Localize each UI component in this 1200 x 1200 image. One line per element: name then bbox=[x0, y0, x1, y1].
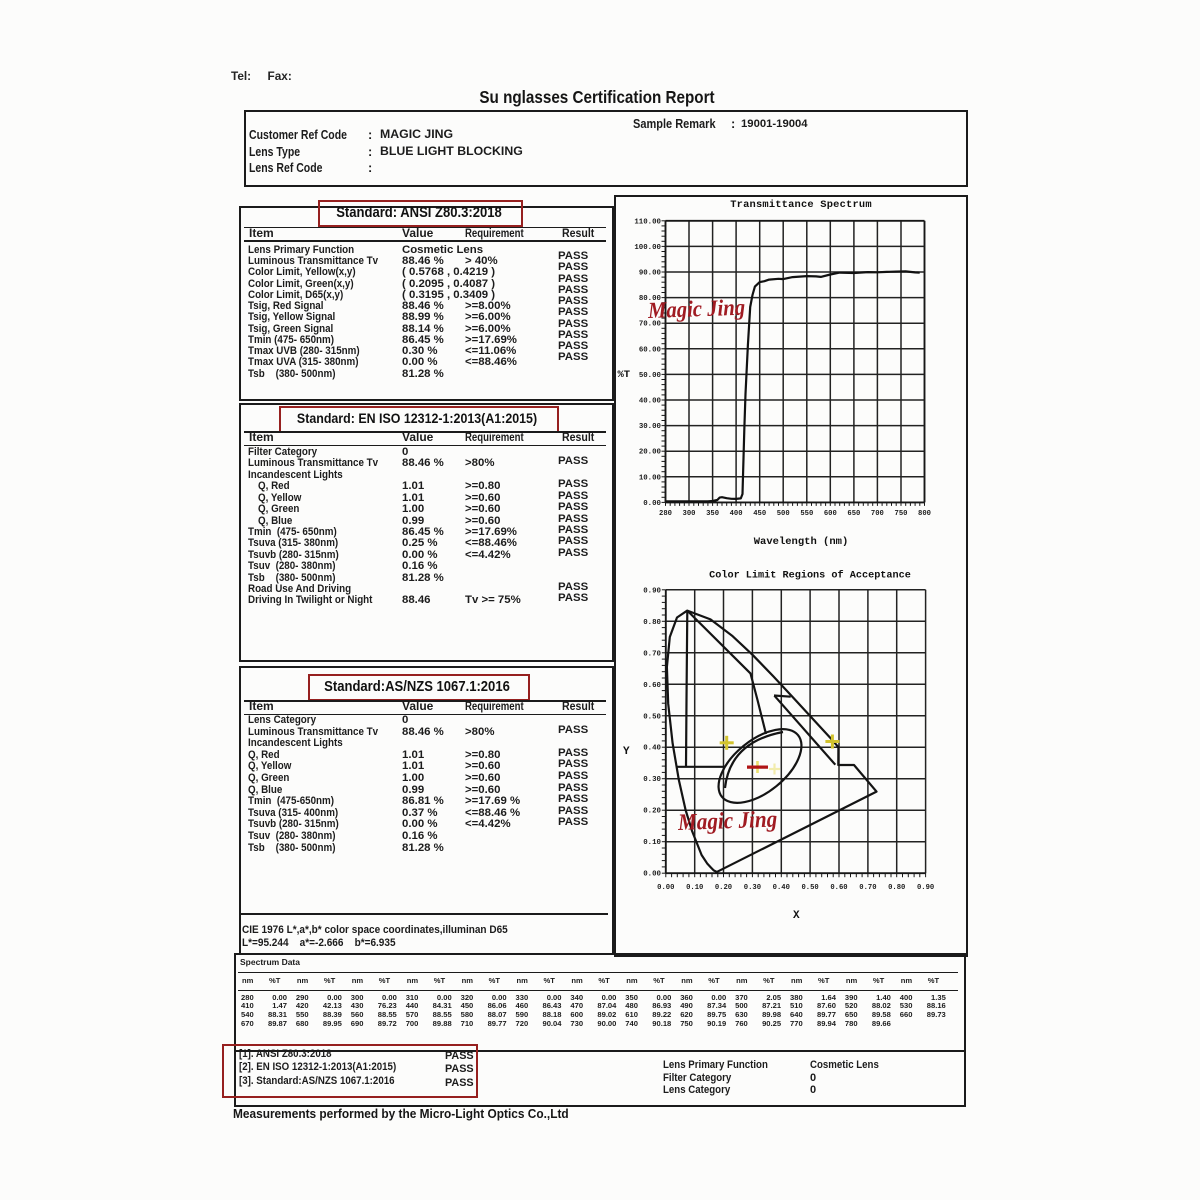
svg-text:280: 280 bbox=[659, 510, 672, 518]
svg-text:Y: Y bbox=[623, 746, 630, 758]
svg-text:0.80: 0.80 bbox=[888, 884, 905, 892]
svg-text:0.90: 0.90 bbox=[643, 587, 661, 595]
svg-text:Transmittance Spectrum: Transmittance Spectrum bbox=[730, 199, 872, 211]
svg-text:0.20: 0.20 bbox=[643, 808, 661, 816]
svg-text:0.30: 0.30 bbox=[643, 776, 661, 784]
svg-text:750: 750 bbox=[895, 510, 908, 518]
svg-text:550: 550 bbox=[800, 510, 813, 518]
svg-text:Color Limit Regions of Accepta: Color Limit Regions of Acceptance bbox=[709, 570, 911, 582]
svg-text:600: 600 bbox=[824, 510, 837, 518]
svg-text:0.20: 0.20 bbox=[715, 884, 732, 892]
svg-text:0.70: 0.70 bbox=[859, 884, 876, 892]
svg-text:0.60: 0.60 bbox=[830, 884, 847, 892]
svg-text:X: X bbox=[793, 910, 800, 922]
svg-text:500: 500 bbox=[777, 510, 790, 518]
svg-text:20.00: 20.00 bbox=[639, 449, 662, 457]
svg-text:700: 700 bbox=[871, 510, 884, 518]
svg-text:10.00: 10.00 bbox=[639, 474, 662, 482]
svg-text:40.00: 40.00 bbox=[639, 398, 662, 406]
svg-text:30.00: 30.00 bbox=[639, 423, 662, 431]
svg-text:0.10: 0.10 bbox=[643, 839, 661, 847]
svg-text:350: 350 bbox=[706, 510, 719, 518]
svg-text:0.10: 0.10 bbox=[686, 884, 703, 892]
svg-text:800: 800 bbox=[918, 510, 931, 518]
svg-text:650: 650 bbox=[847, 510, 860, 518]
svg-text:0.00: 0.00 bbox=[643, 500, 661, 508]
svg-text:0.40: 0.40 bbox=[773, 884, 790, 892]
svg-text:0.00: 0.00 bbox=[643, 871, 661, 879]
svg-text:Wavelength (nm): Wavelength (nm) bbox=[754, 536, 849, 548]
svg-text:100.00: 100.00 bbox=[634, 244, 661, 252]
svg-text:50.00: 50.00 bbox=[639, 372, 662, 380]
svg-text:80.00: 80.00 bbox=[639, 295, 662, 303]
svg-text:70.00: 70.00 bbox=[639, 321, 662, 329]
svg-text:0.50: 0.50 bbox=[643, 713, 661, 721]
svg-text:%T: %T bbox=[618, 369, 631, 381]
svg-text:0.50: 0.50 bbox=[801, 884, 818, 892]
svg-text:450: 450 bbox=[753, 510, 766, 518]
svg-text:300: 300 bbox=[683, 510, 696, 518]
svg-text:0.40: 0.40 bbox=[643, 745, 661, 753]
svg-text:0.00: 0.00 bbox=[657, 884, 674, 892]
svg-text:0.60: 0.60 bbox=[643, 682, 661, 690]
svg-text:0.70: 0.70 bbox=[643, 650, 661, 658]
svg-text:0.80: 0.80 bbox=[643, 619, 661, 627]
svg-text:110.00: 110.00 bbox=[634, 218, 661, 226]
svg-text:400: 400 bbox=[730, 510, 743, 518]
svg-text:0.30: 0.30 bbox=[744, 884, 761, 892]
svg-text:0.90: 0.90 bbox=[917, 884, 934, 892]
svg-text:90.00: 90.00 bbox=[639, 270, 662, 278]
svg-text:60.00: 60.00 bbox=[639, 346, 662, 354]
